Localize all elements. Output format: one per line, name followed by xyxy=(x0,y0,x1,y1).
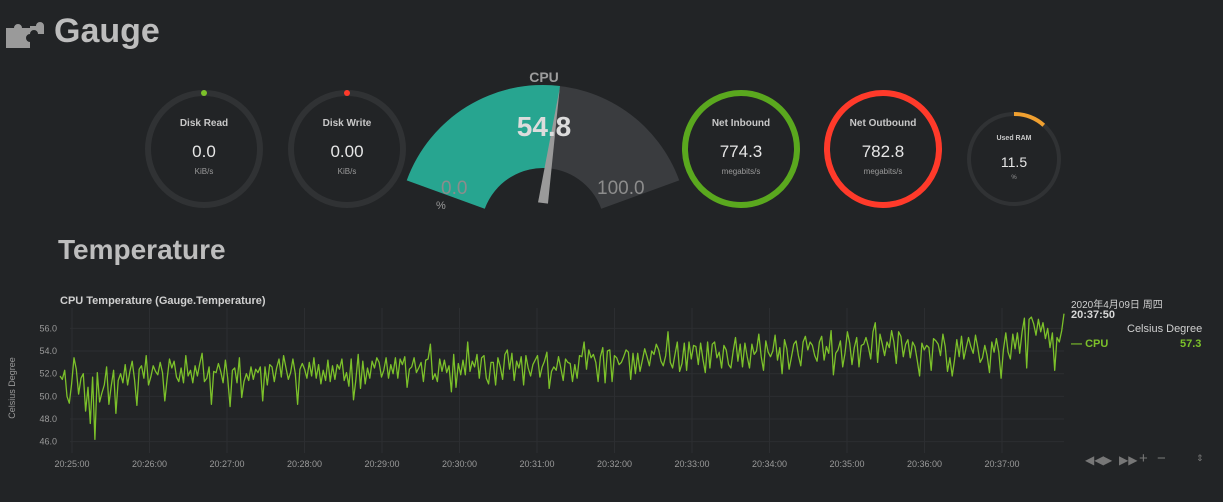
x-tick-label: 20:31:00 xyxy=(519,459,554,469)
zoom-out-icon[interactable]: − xyxy=(1157,450,1166,467)
net-outbound-gauge xyxy=(824,90,942,208)
net-inbound-gauge xyxy=(682,90,800,208)
x-tick-label: 20:35:00 xyxy=(829,459,864,469)
used-ram-label: Used RAM xyxy=(996,135,1032,142)
legend-series-value: 57.3 xyxy=(1180,338,1202,350)
resize-icon[interactable]: ⇕ xyxy=(1196,453,1204,463)
x-tick-label: 20:26:00 xyxy=(132,459,167,469)
legend-series-cpu[interactable]: — CPU xyxy=(1071,338,1109,350)
y-tick-label: 52.0 xyxy=(39,369,57,379)
disk-read-label: Disk Read xyxy=(179,118,229,129)
disk-read-unit: KiB/s xyxy=(194,167,214,176)
disk-read-value: 0.0 xyxy=(192,142,216,161)
y-tick-label: 50.0 xyxy=(39,391,57,401)
page-title: Gauge xyxy=(54,12,160,50)
series-line-cpu xyxy=(59,313,1065,441)
disk-read-gauge xyxy=(145,90,263,208)
rewind-icon[interactable]: ◀◀ xyxy=(1085,453,1104,467)
fast-forward-icon[interactable]: ▶▶ xyxy=(1119,453,1138,467)
cpu-max: 100.0 xyxy=(597,178,645,199)
x-tick-label: 20:32:00 xyxy=(597,459,632,469)
net-inbound-label: Net Inbound xyxy=(711,118,771,129)
cpu-unit: % xyxy=(436,200,446,212)
net-outbound-label: Net Outbound xyxy=(849,118,917,129)
disk-write-gauge xyxy=(288,90,406,208)
y-axis-label: Celsius Degree xyxy=(7,357,17,419)
x-tick-label: 20:27:00 xyxy=(209,459,244,469)
legend-date: 2020年4月09日 周四 xyxy=(1071,300,1163,311)
net-outbound-value: 782.8 xyxy=(861,142,905,161)
x-axis-tick-labels: 20:25:00 20:26:00 20:27:00 20:28:00 20:29:00… xyxy=(54,459,1019,469)
disk-write-value: 0.00 xyxy=(330,142,364,161)
net-outbound-unit: megabits/s xyxy=(863,167,903,176)
section-title: Temperature xyxy=(58,234,226,265)
legend-time: 20:37:50 xyxy=(1071,309,1116,321)
x-tick-label: 20:37:00 xyxy=(984,459,1019,469)
y-tick-label: 56.0 xyxy=(39,323,57,333)
y-tick-label: 48.0 xyxy=(39,414,57,424)
chart-title: CPU Temperature (Gauge.Temperature) xyxy=(60,295,266,307)
net-inbound-unit: megabits/s xyxy=(721,167,761,176)
zoom-in-icon[interactable]: + xyxy=(1139,450,1148,467)
x-tick-label: 20:28:00 xyxy=(287,459,322,469)
cpu-label: CPU xyxy=(529,69,559,85)
y-tick-label: 46.0 xyxy=(39,437,57,447)
puzzle-icon xyxy=(6,22,44,48)
cpu-value: 54.8 xyxy=(516,111,572,142)
chart-grid xyxy=(70,308,1064,453)
x-tick-label: 20:33:00 xyxy=(674,459,709,469)
legend-series-name: CPU xyxy=(1085,338,1109,350)
x-tick-label: 20:29:00 xyxy=(364,459,399,469)
cpu-gauge xyxy=(406,84,680,209)
used-ram-gauge xyxy=(967,112,1061,206)
cpu-min: 0.0 xyxy=(441,178,468,199)
play-icon[interactable]: ▶ xyxy=(1103,453,1113,467)
legend-unit: Celsius Degree xyxy=(1127,323,1203,335)
disk-write-label: Disk Write xyxy=(322,118,372,129)
disk-write-unit: KiB/s xyxy=(337,167,357,176)
net-inbound-value: 774.3 xyxy=(719,142,763,161)
y-tick-label: 54.0 xyxy=(39,346,57,356)
x-tick-label: 20:30:00 xyxy=(442,459,477,469)
x-tick-label: 20:25:00 xyxy=(54,459,89,469)
used-ram-value: 11.5 xyxy=(1000,154,1028,170)
y-axis-tick-labels: 56.0 54.0 52.0 50.0 48.0 46.0 xyxy=(39,323,57,446)
used-ram-unit: % xyxy=(1011,175,1017,181)
x-tick-label: 20:36:00 xyxy=(907,459,942,469)
x-tick-label: 20:34:00 xyxy=(752,459,787,469)
